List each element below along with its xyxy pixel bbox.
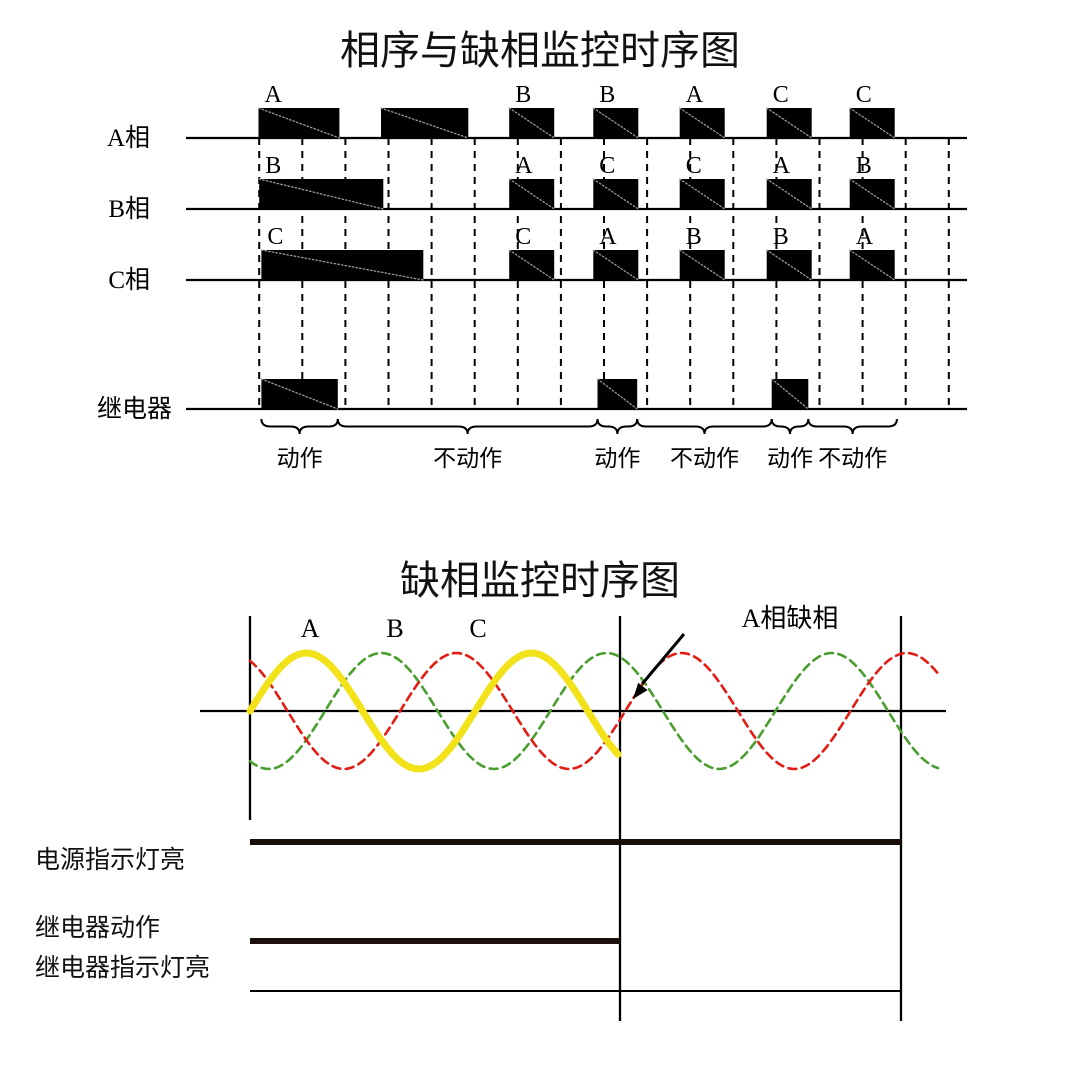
svg-text:A: A (773, 153, 791, 179)
svg-text:A: A (686, 82, 704, 108)
svg-text:A: A (599, 224, 617, 250)
svg-text:A: A (515, 153, 533, 179)
svg-text:B: B (386, 614, 403, 643)
svg-text:不动作: 不动作 (818, 446, 887, 471)
svg-text:C: C (686, 153, 702, 179)
svg-text:继电器: 继电器 (97, 395, 172, 423)
svg-text:A相: A相 (107, 124, 150, 152)
svg-text:A: A (301, 614, 320, 643)
svg-text:A: A (265, 82, 283, 108)
svg-text:B: B (856, 153, 872, 179)
svg-text:C: C (773, 82, 789, 108)
svg-text:不动作: 不动作 (670, 446, 739, 471)
svg-text:B: B (265, 153, 281, 179)
svg-text:C: C (599, 153, 615, 179)
svg-text:B: B (686, 224, 702, 250)
svg-text:A: A (856, 224, 874, 250)
svg-text:动作: 动作 (277, 446, 323, 471)
svg-text:A相缺相: A相缺相 (742, 604, 839, 633)
svg-text:B: B (773, 224, 789, 250)
svg-text:动作: 动作 (767, 446, 813, 471)
svg-text:C: C (515, 224, 531, 250)
svg-text:B: B (599, 82, 615, 108)
svg-text:C: C (267, 224, 283, 250)
svg-text:C: C (469, 614, 486, 643)
svg-text:C: C (856, 82, 872, 108)
svg-text:B相: B相 (108, 195, 150, 223)
svg-text:动作: 动作 (594, 446, 640, 471)
svg-text:不动作: 不动作 (433, 446, 502, 471)
svg-text:C相: C相 (108, 266, 150, 294)
svg-text:B: B (515, 82, 531, 108)
